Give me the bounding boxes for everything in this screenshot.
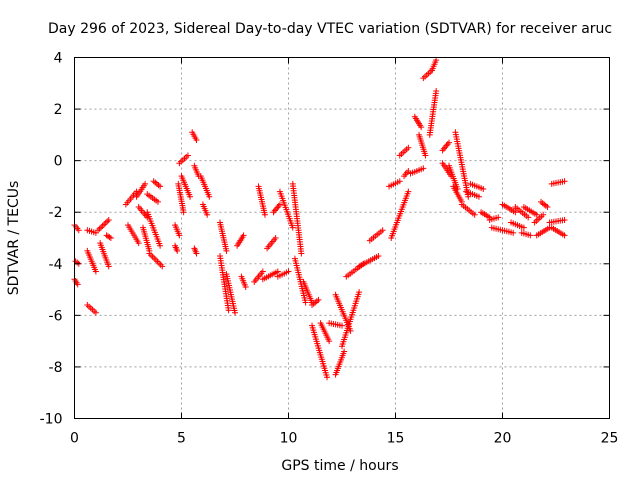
data-point	[180, 209, 187, 216]
data-point	[561, 178, 568, 185]
data-point	[326, 338, 333, 345]
data-point	[324, 374, 331, 381]
data-point	[261, 211, 268, 218]
data-point	[315, 296, 322, 303]
data-point	[240, 232, 247, 239]
x-tick-labels: 0 5 10 15 20 25	[70, 431, 618, 447]
data-point	[379, 227, 386, 234]
data-point	[176, 232, 183, 239]
data-point	[302, 299, 309, 306]
data-point	[274, 268, 281, 275]
x-tick-label: 0	[70, 431, 79, 447]
data-point	[339, 322, 345, 329]
data-point	[159, 263, 166, 270]
data-point	[92, 268, 99, 275]
data-point	[107, 235, 114, 241]
data-points	[71, 57, 568, 381]
grid-lines	[74, 57, 610, 419]
data-point	[232, 309, 238, 316]
data-point	[420, 165, 427, 172]
data-point	[510, 229, 517, 236]
data-point	[92, 309, 99, 316]
data-point	[289, 224, 296, 231]
data-point	[154, 198, 161, 205]
data-point	[135, 240, 142, 247]
y-tick-label: -10	[40, 412, 63, 428]
data-point	[480, 186, 487, 193]
data-point	[298, 250, 305, 257]
data-point	[276, 201, 283, 208]
data-point	[561, 216, 568, 223]
data-point	[187, 193, 194, 200]
data-point	[105, 216, 112, 223]
chart-title: Day 296 of 2023, Sidereal Day-to-day VTE…	[48, 21, 612, 37]
data-point	[157, 183, 164, 190]
data-point	[527, 232, 534, 239]
data-point	[142, 180, 149, 187]
x-tick-label: 5	[177, 431, 186, 447]
data-point	[418, 124, 425, 131]
x-tick-label: 10	[280, 431, 298, 447]
data-point	[446, 139, 452, 146]
data-point	[475, 193, 482, 200]
data-point	[561, 232, 568, 239]
x-tick-label: 20	[494, 431, 512, 447]
data-point	[106, 234, 113, 241]
data-point	[375, 253, 382, 260]
data-point	[206, 193, 213, 200]
data-point	[193, 250, 200, 257]
y-tick-label: 0	[54, 154, 63, 170]
data-point	[184, 152, 191, 159]
data-point	[272, 235, 279, 241]
data-point	[285, 268, 292, 275]
data-point	[544, 204, 551, 211]
data-point	[422, 152, 429, 159]
y-tick-label: 4	[54, 51, 63, 67]
data-point	[495, 214, 502, 221]
data-point	[433, 88, 440, 95]
plot-frame	[74, 57, 610, 419]
data-point	[471, 211, 478, 218]
y-tick-label: -4	[49, 257, 63, 273]
data-point	[105, 263, 112, 270]
data-point	[193, 137, 200, 144]
data-point	[405, 188, 412, 195]
data-point	[520, 224, 527, 231]
data-point	[157, 242, 164, 249]
data-point	[75, 227, 82, 234]
data-point	[341, 348, 348, 355]
data-point	[174, 247, 181, 254]
data-point	[525, 214, 532, 221]
y-tick-labels: -10 -8 -6 -4 -2 0 2 4	[40, 51, 63, 428]
y-axis-title: SDTVAR / TECUs	[6, 181, 22, 296]
axis-ticks	[74, 57, 610, 419]
data-point	[396, 178, 403, 185]
data-point	[74, 281, 81, 288]
data-point	[533, 211, 540, 218]
data-point	[433, 57, 440, 64]
x-axis-title: GPS time / hours	[281, 458, 398, 474]
data-point	[405, 144, 412, 151]
data-point	[242, 283, 249, 290]
data-point	[259, 268, 266, 275]
data-point	[540, 211, 547, 218]
data-point	[225, 307, 232, 314]
data-point	[223, 247, 230, 254]
y-tick-label: -8	[49, 360, 63, 376]
data-point	[512, 209, 519, 216]
data-point	[356, 289, 363, 296]
x-tick-label: 25	[601, 431, 619, 447]
y-tick-label: 2	[54, 102, 63, 118]
y-tick-label: -2	[49, 205, 63, 221]
x-tick-label: 15	[387, 431, 405, 447]
data-point	[204, 211, 211, 218]
y-tick-label: -6	[49, 308, 63, 324]
